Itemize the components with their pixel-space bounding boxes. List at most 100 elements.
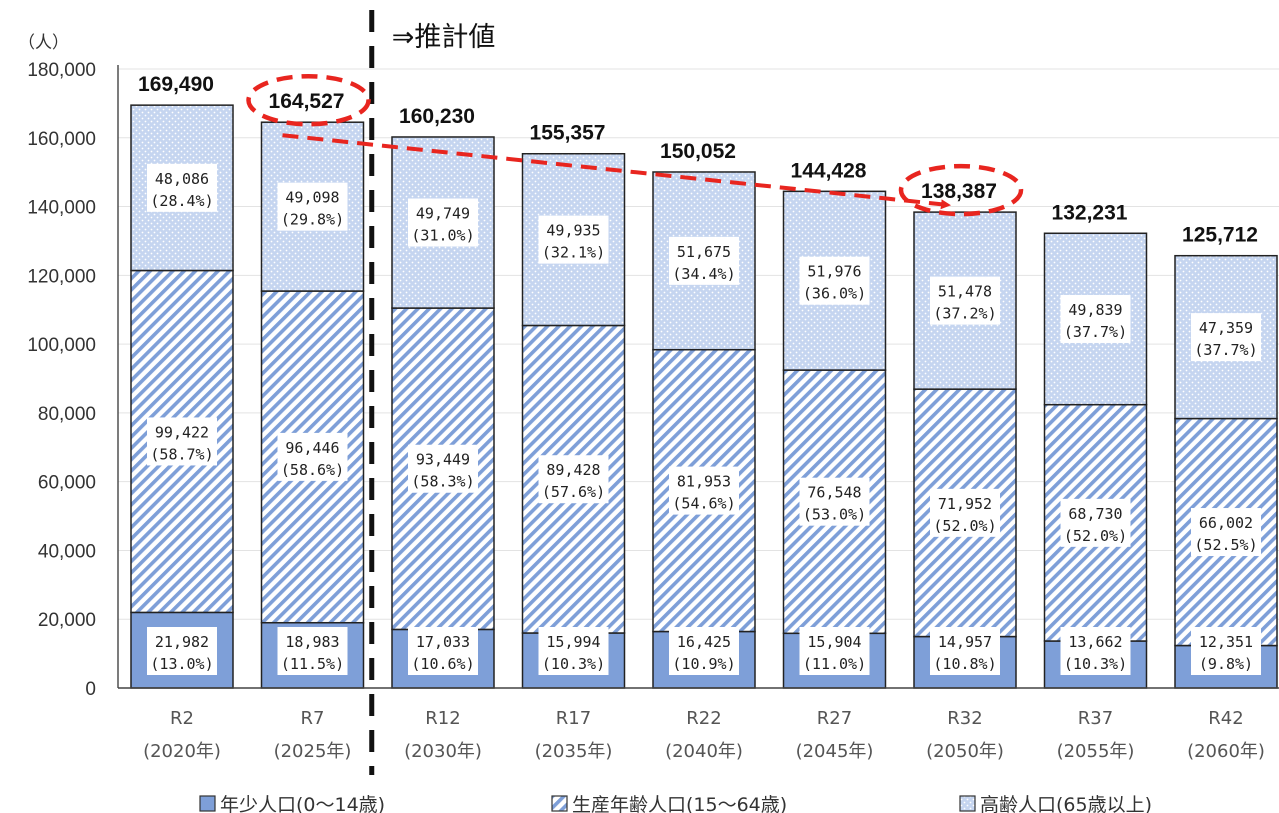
legend-label: 年少人口(0〜14歳): [220, 794, 385, 813]
segment-value-label: 49,098: [285, 189, 339, 207]
segment-percent-label: (10.9%): [672, 655, 735, 673]
x-tick-year-label: (2030年): [404, 741, 482, 762]
x-tick-label: R32: [947, 708, 982, 729]
y-tick-label: 140,000: [27, 198, 96, 219]
trend-arrow: [282, 133, 951, 210]
x-tick-year-label: (2025年): [274, 741, 352, 762]
segment-value-label: 66,002: [1199, 514, 1253, 532]
data-label-bg: [930, 276, 1000, 325]
legend-label: 生産年齢人口(15〜64歳): [572, 794, 787, 813]
segment-value-label: 51,478: [938, 283, 992, 301]
data-label-bg: [799, 256, 870, 305]
segment-percent-label: (52.5%): [1194, 536, 1257, 554]
highlight-ellipse: [246, 73, 371, 127]
segment-value-label: 47,359: [1199, 319, 1253, 337]
data-label-bg: [277, 432, 348, 481]
segment-value-label: 15,904: [807, 633, 861, 651]
x-tick-label: R42: [1208, 708, 1243, 729]
segment-percent-label: (10.6%): [411, 655, 474, 673]
data-label-bg: [799, 627, 870, 675]
bars: 21,982 (13.0%) 99,422 (58.7%) 48,086 (28.4%) 1…: [130, 73, 1278, 689]
segment-value-label: 48,086: [155, 170, 209, 188]
total-label: 164,527: [269, 90, 345, 113]
segment-value-label: 49,749: [416, 205, 470, 223]
legend-swatch: [199, 795, 216, 812]
x-tick-year-label: (2045年): [796, 741, 874, 762]
segment-percent-label: (54.6%): [672, 495, 735, 513]
data-label-bg: [1060, 498, 1131, 547]
segment-percent-label: (31.0%): [411, 227, 474, 245]
segment-value-label: 21,982: [155, 633, 209, 651]
total-label: 138,387: [921, 180, 997, 203]
segment-percent-label: (58.6%): [281, 461, 344, 479]
segment-percent-label: (11.5%): [281, 655, 344, 673]
segment-value-label: 89,428: [546, 461, 600, 479]
y-tick-label: 20,000: [38, 610, 96, 631]
data-label-bg: [669, 627, 739, 675]
data-label-bg: [1191, 313, 1261, 362]
segment-value-label: 13,662: [1068, 633, 1122, 651]
x-tick-label: R7: [301, 708, 325, 729]
y-axis: 0 20,000 40,000 60,000 80,000 100,000 120,000 1…: [27, 60, 119, 700]
segment-percent-label: (36.0%): [803, 285, 866, 303]
data-label-bg: [408, 627, 478, 675]
segment-value-label: 93,449: [416, 451, 470, 469]
highlight-ellipse: [898, 163, 1024, 217]
segment-value-label: 49,935: [546, 222, 600, 240]
data-label-bg: [147, 417, 217, 466]
segment-percent-label: (13.0%): [150, 655, 213, 673]
segment-percent-label: (10.3%): [542, 655, 605, 673]
segment-percent-label: (29.8%): [281, 211, 344, 229]
total-label: 150,052: [660, 140, 736, 163]
x-tick-year-label: (2060年): [1187, 741, 1265, 762]
data-label-bg: [277, 182, 348, 231]
segment-percent-label: (32.1%): [542, 244, 605, 262]
y-tick-label: 0: [85, 679, 96, 700]
total-label: 125,712: [1182, 224, 1258, 247]
segment-percent-label: (57.6%): [542, 483, 605, 501]
segment-percent-label: (37.7%): [1194, 341, 1257, 359]
data-label-bg: [538, 627, 609, 675]
data-label-bg: [930, 488, 1000, 537]
segment-value-label: 68,730: [1068, 505, 1122, 523]
segment-percent-label: (53.0%): [803, 506, 866, 524]
x-tick-year-label: (2035年): [535, 741, 613, 762]
data-label-bg: [277, 627, 348, 675]
y-tick-label: 60,000: [38, 473, 96, 494]
segment-value-label: 14,957: [938, 633, 992, 651]
segment-percent-label: (37.7%): [1064, 323, 1127, 341]
segment-percent-label: (10.3%): [1064, 655, 1127, 673]
segment-percent-label: (52.0%): [933, 517, 996, 535]
segment-value-label: 81,953: [677, 473, 731, 491]
data-label-bg: [669, 466, 739, 515]
segment-value-label: 17,033: [416, 633, 470, 651]
y-tick-label: 100,000: [27, 335, 96, 356]
x-tick-year-label: (2055年): [1057, 741, 1135, 762]
segment-percent-label: (9.8%): [1199, 655, 1253, 673]
segment-value-label: 71,952: [938, 495, 992, 513]
total-label: 155,357: [530, 122, 606, 145]
y-tick-label: 80,000: [38, 404, 96, 425]
x-tick-label: R22: [686, 708, 721, 729]
segment-value-label: 51,675: [677, 243, 731, 261]
data-label-bg: [1060, 294, 1131, 343]
segment-percent-label: (10.8%): [933, 655, 996, 673]
x-tick-label: R12: [425, 708, 460, 729]
data-label-bg: [408, 444, 478, 493]
segment-percent-label: (37.2%): [933, 305, 996, 323]
segment-percent-label: (34.4%): [672, 265, 735, 283]
segment-percent-label: (52.0%): [1064, 527, 1127, 545]
x-tick-label: R2: [170, 708, 194, 729]
x-tick-year-label: (2040年): [665, 741, 743, 762]
total-label: 132,231: [1052, 201, 1128, 224]
legend-swatch: [959, 795, 976, 812]
data-label-bg: [669, 236, 739, 285]
data-label-bg: [147, 163, 217, 212]
x-axis: R2 (2020年) R7 (2025年) R12 (2030年) R17 (2035年) R2…: [118, 687, 1279, 762]
segment-value-label: 76,548: [807, 484, 861, 502]
data-label-bg: [1060, 627, 1131, 675]
y-tick-label: 120,000: [27, 266, 96, 287]
y-tick-label: 160,000: [27, 129, 96, 150]
x-tick-year-label: (2020年): [143, 741, 221, 762]
